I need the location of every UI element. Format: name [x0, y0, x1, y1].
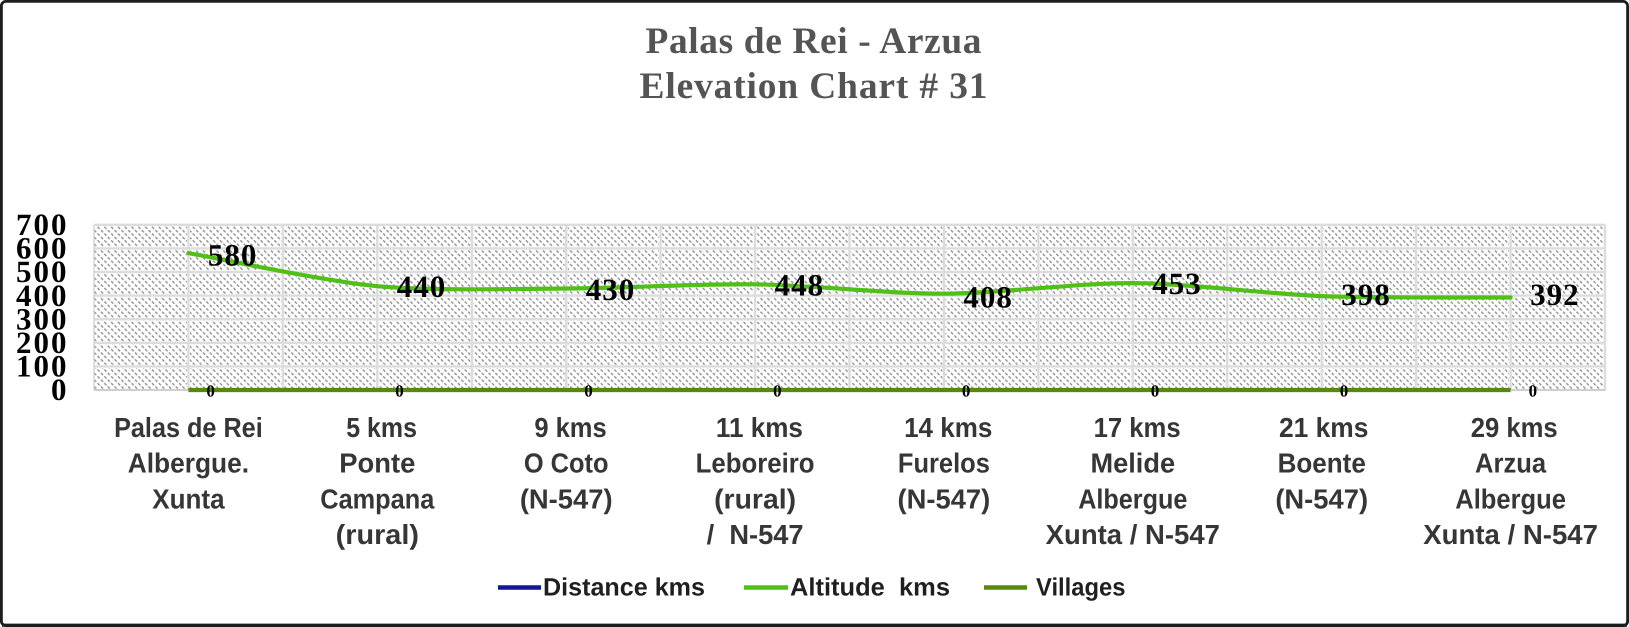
- svg-text:400: 400: [16, 278, 67, 313]
- svg-text:Ponte: Ponte: [339, 448, 415, 479]
- svg-text:Xunta / N-547: Xunta / N-547: [1423, 519, 1598, 550]
- svg-text:Distance kms: Distance kms: [543, 574, 705, 602]
- svg-text:Albergue: Albergue: [1455, 483, 1566, 514]
- svg-text:300: 300: [16, 301, 67, 336]
- svg-text:(rural): (rural): [336, 519, 419, 550]
- svg-text:430: 430: [586, 272, 635, 307]
- svg-text:0: 0: [1151, 381, 1160, 400]
- svg-text:398: 398: [1341, 277, 1390, 312]
- svg-text:Boente: Boente: [1278, 448, 1366, 479]
- svg-text:Villages: Villages: [1036, 574, 1126, 602]
- svg-text:17 kms: 17 kms: [1094, 412, 1181, 443]
- svg-text:Leboreiro: Leboreiro: [696, 448, 815, 479]
- svg-text:Palas de Rei - Arzua: Palas de Rei - Arzua: [646, 21, 982, 62]
- svg-text:Elevation Chart # 31: Elevation Chart # 31: [640, 66, 988, 107]
- svg-text:600: 600: [16, 231, 67, 266]
- svg-text:21 kms: 21 kms: [1279, 412, 1368, 443]
- svg-text:408: 408: [963, 280, 1012, 315]
- svg-text:Arzua: Arzua: [1475, 448, 1547, 479]
- svg-text:Albergue.: Albergue.: [128, 448, 249, 479]
- svg-text:(N-547): (N-547): [1275, 483, 1368, 514]
- svg-text:/ N-547: / N-547: [707, 519, 804, 550]
- svg-text:0: 0: [206, 381, 215, 400]
- svg-text:580: 580: [208, 238, 257, 273]
- svg-text:11 kms: 11 kms: [716, 412, 803, 443]
- svg-text:0: 0: [1340, 381, 1349, 400]
- svg-text:(rural): (rural): [714, 483, 796, 514]
- svg-text:700: 700: [16, 207, 67, 242]
- svg-text:Xunta: Xunta: [152, 483, 225, 514]
- svg-text:440: 440: [397, 269, 446, 304]
- svg-text:Melide: Melide: [1091, 448, 1176, 479]
- svg-text:0: 0: [395, 381, 404, 400]
- svg-text:0: 0: [584, 381, 593, 400]
- svg-text:392: 392: [1530, 277, 1579, 312]
- svg-text:Palas de Rei: Palas de Rei: [114, 412, 263, 443]
- svg-text:(N-547): (N-547): [520, 483, 613, 514]
- svg-text:Campana: Campana: [320, 483, 435, 514]
- svg-text:29 kms: 29 kms: [1471, 412, 1558, 443]
- svg-text:0: 0: [962, 381, 971, 400]
- svg-text:Xunta / N-547: Xunta / N-547: [1046, 519, 1220, 550]
- svg-text:500: 500: [16, 254, 67, 289]
- svg-text:(N-547): (N-547): [898, 483, 991, 514]
- svg-text:Albergue: Albergue: [1078, 483, 1187, 514]
- svg-text:200: 200: [16, 325, 67, 360]
- svg-text:0: 0: [773, 381, 782, 400]
- svg-text:O Coto: O Coto: [524, 448, 609, 479]
- svg-text:100: 100: [16, 349, 67, 384]
- svg-text:Furelos: Furelos: [898, 448, 990, 479]
- svg-text:9 kms: 9 kms: [534, 412, 606, 443]
- svg-text:0: 0: [51, 372, 67, 407]
- svg-text:Altitude kms: Altitude kms: [790, 574, 950, 602]
- svg-text:448: 448: [775, 268, 824, 303]
- svg-text:5 kms: 5 kms: [346, 412, 417, 443]
- svg-text:453: 453: [1152, 266, 1201, 301]
- svg-text:14 kms: 14 kms: [904, 412, 992, 443]
- svg-text:0: 0: [1529, 381, 1538, 400]
